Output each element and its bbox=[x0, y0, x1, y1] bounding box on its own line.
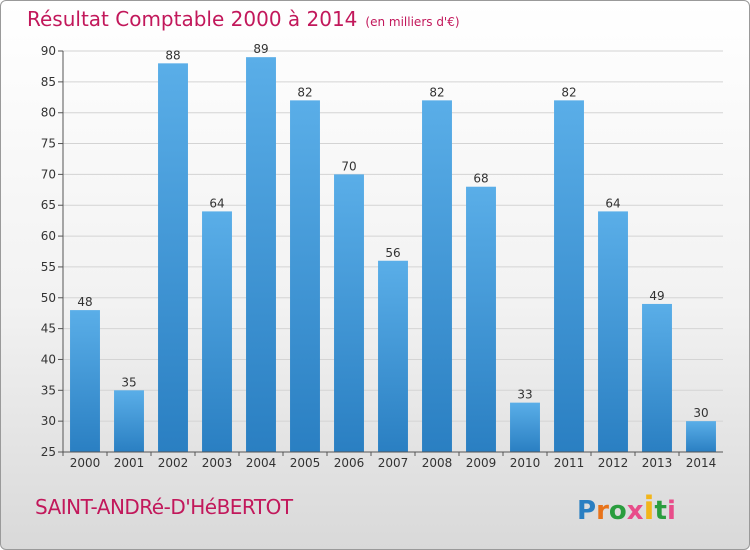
x-tick-label: 2009 bbox=[466, 456, 497, 470]
bar-2008 bbox=[422, 100, 452, 452]
x-tick-label: 2011 bbox=[554, 456, 585, 470]
bar-2007 bbox=[378, 260, 408, 452]
x-tick-label: 2005 bbox=[290, 456, 321, 470]
y-tick-label: 75 bbox=[41, 137, 56, 151]
y-tick-label: 25 bbox=[41, 445, 56, 459]
bar-2011 bbox=[554, 100, 584, 452]
chart-subtitle: (en milliers d'€) bbox=[365, 15, 460, 29]
bar-2014 bbox=[686, 421, 716, 452]
y-tick-label: 60 bbox=[41, 229, 56, 243]
bars: 48 35 88 64 89 82 70 56 82 68 33 82 64 49 30 bbox=[70, 42, 716, 453]
y-tick-label: 35 bbox=[41, 383, 56, 397]
bar-2012 bbox=[598, 211, 628, 452]
y-tick-label: 90 bbox=[41, 44, 56, 58]
data-label-2004: 89 bbox=[253, 42, 268, 56]
data-label-2006: 70 bbox=[341, 159, 356, 173]
bar-2005 bbox=[290, 100, 320, 452]
x-tick-label: 2012 bbox=[598, 456, 629, 470]
y-tick-label: 70 bbox=[41, 167, 56, 181]
data-label-2008: 82 bbox=[429, 85, 444, 99]
x-tick-label: 2014 bbox=[686, 456, 717, 470]
x-tick-label: 2002 bbox=[158, 456, 189, 470]
x-tick-label: 2006 bbox=[334, 456, 365, 470]
y-tick-label: 50 bbox=[41, 291, 56, 305]
bar-2000 bbox=[70, 310, 100, 452]
y-tick-label: 30 bbox=[41, 414, 56, 428]
y-tick-label: 65 bbox=[41, 198, 56, 212]
data-label-2003: 64 bbox=[209, 196, 224, 210]
data-label-2005: 82 bbox=[297, 85, 312, 99]
x-tick-label: 2013 bbox=[642, 456, 673, 470]
bar-2006 bbox=[334, 174, 364, 452]
x-tick-label: 2000 bbox=[70, 456, 101, 470]
y-axis: 25 30 35 40 45 50 55 60 65 70 75 80 85 90 bbox=[41, 44, 64, 459]
data-label-2010: 33 bbox=[517, 388, 532, 402]
x-tick-label: 2010 bbox=[510, 456, 541, 470]
logo-letter: i bbox=[666, 496, 676, 526]
chart-title-text: Résultat Comptable 2000 à 2014 bbox=[27, 7, 358, 31]
y-tick-label: 85 bbox=[41, 75, 56, 89]
data-label-2011: 82 bbox=[561, 85, 576, 99]
logo-letter: r bbox=[596, 496, 609, 526]
data-label-2009: 68 bbox=[473, 172, 488, 186]
bar-2010 bbox=[510, 402, 540, 452]
data-label-2000: 48 bbox=[77, 295, 92, 309]
logo-letter: o bbox=[608, 496, 627, 526]
data-label-2014: 30 bbox=[693, 406, 708, 420]
bar-2002 bbox=[158, 63, 188, 452]
bar-2009 bbox=[466, 186, 496, 452]
place-name: SAINT-ANDRé-D'HéBERTOT bbox=[35, 495, 293, 519]
logo-letter: i bbox=[643, 489, 655, 527]
y-tick-label: 40 bbox=[41, 352, 56, 366]
data-label-2002: 88 bbox=[165, 48, 180, 62]
data-label-2001: 35 bbox=[121, 375, 136, 389]
data-label-2007: 56 bbox=[385, 246, 400, 260]
x-tick-label: 2003 bbox=[202, 456, 233, 470]
data-label-2013: 49 bbox=[649, 289, 664, 303]
data-label-2012: 64 bbox=[605, 196, 620, 210]
y-tick-label: 55 bbox=[41, 260, 56, 274]
proxiti-logo[interactable]: Proxiti bbox=[577, 489, 676, 527]
logo-letter: P bbox=[577, 496, 597, 526]
x-tick-label: 2007 bbox=[378, 456, 409, 470]
chart-title: Résultat Comptable 2000 à 2014 (en millie… bbox=[27, 7, 460, 31]
x-tick-label: 2004 bbox=[246, 456, 277, 470]
bar-2001 bbox=[114, 390, 144, 452]
y-tick-label: 80 bbox=[41, 106, 56, 120]
bar-2003 bbox=[202, 211, 232, 452]
bar-2004 bbox=[246, 57, 276, 453]
bar-2013 bbox=[642, 303, 672, 452]
x-tick-label: 2008 bbox=[422, 456, 453, 470]
x-axis: 2000 2001 2002 2003 2004 2005 2006 2007 2008 2009… bbox=[62, 451, 723, 470]
x-tick-label: 2001 bbox=[114, 456, 145, 470]
y-tick-label: 45 bbox=[41, 322, 56, 336]
logo-letter: x bbox=[626, 496, 644, 526]
logo-letter: t bbox=[654, 496, 667, 526]
